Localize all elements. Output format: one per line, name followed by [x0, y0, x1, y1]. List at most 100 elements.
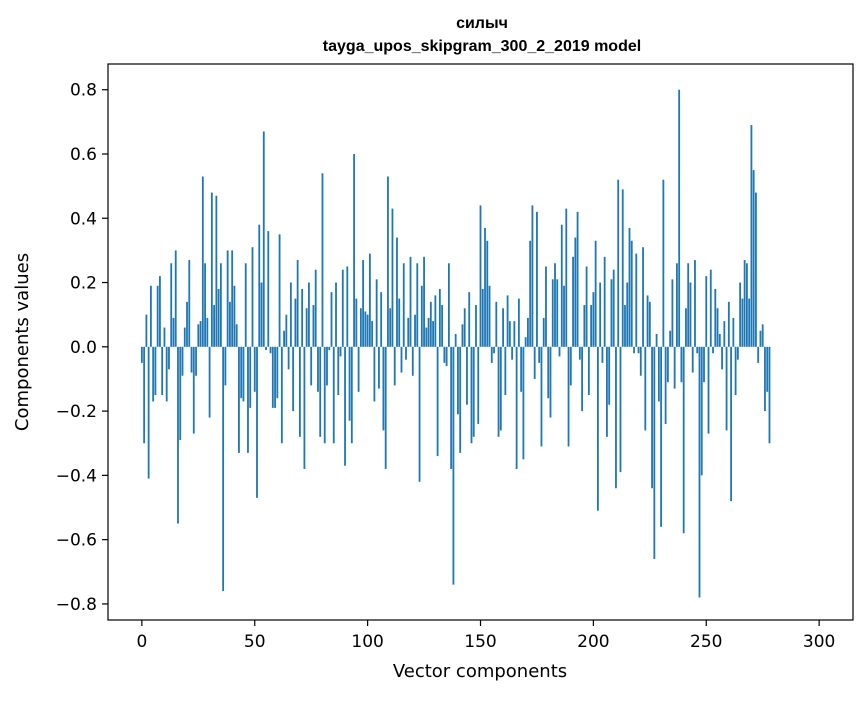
bar-component-97: [359, 308, 362, 347]
y-tick-label: 0.0: [70, 338, 97, 358]
bar-component-55: [265, 346, 267, 351]
bar-component-120: [411, 346, 414, 376]
x-tick-label: 250: [690, 632, 722, 652]
bar-component-46: [244, 263, 247, 347]
bar-component-227: [653, 346, 656, 559]
bar-component-80: [321, 173, 324, 347]
bar-component-272: [755, 192, 757, 347]
bar-component-48: [249, 346, 252, 408]
bar-component-214: [624, 305, 626, 347]
y-tick-label: 0.6: [70, 145, 97, 165]
bar-component-50: [253, 346, 256, 392]
bar-component-201: [594, 240, 597, 347]
bar-component-188: [565, 208, 568, 347]
bar-component-93: [350, 346, 353, 444]
bar-component-251: [707, 346, 710, 434]
bar-component-147: [472, 346, 475, 437]
bar-component-178: [542, 317, 545, 347]
bar-component-54: [262, 131, 265, 347]
bar-component-206: [606, 346, 608, 437]
bar-component-250: [705, 276, 708, 347]
bar-component-11: [165, 346, 168, 402]
bar-component-3: [147, 346, 150, 479]
bar-component-271: [752, 170, 755, 347]
bar-component-185: [558, 346, 561, 357]
bar-component-134: [443, 346, 446, 363]
bar-component-180: [547, 346, 550, 399]
bar-component-179: [545, 266, 547, 347]
bar-component-28: [204, 263, 206, 347]
bar-component-129: [432, 321, 434, 347]
bar-component-213: [621, 189, 624, 347]
bar-component-61: [278, 234, 281, 347]
bar-component-100: [366, 314, 369, 347]
bar-component-243: [689, 282, 692, 347]
bar-component-64: [285, 314, 288, 347]
bar-component-258: [723, 321, 726, 347]
bar-component-146: [470, 346, 473, 444]
bar-component-189: [567, 346, 570, 447]
bar-component-89: [341, 269, 344, 347]
bar-component-257: [721, 346, 723, 370]
bar-component-149: [477, 346, 480, 424]
bar-component-246: [696, 346, 699, 354]
bar-component-121: [414, 314, 416, 347]
bar-component-197: [585, 266, 588, 347]
bar-component-253: [712, 346, 714, 354]
bar-component-168: [520, 346, 523, 392]
x-tick-label: 50: [244, 632, 266, 652]
bar-component-83: [328, 346, 331, 351]
bar-component-153: [486, 240, 489, 347]
bar-component-194: [578, 346, 581, 360]
bar-component-193: [576, 211, 579, 347]
bar-component-265: [739, 282, 742, 347]
bar-component-205: [603, 256, 606, 347]
bar-component-23: [192, 346, 195, 434]
bar-component-17: [179, 346, 182, 441]
bar-component-110: [389, 308, 392, 347]
bar-component-142: [461, 324, 464, 347]
bar-component-127: [427, 317, 430, 347]
bar-component-8: [159, 276, 161, 347]
x-tick-label: 300: [803, 632, 835, 652]
bar-component-104: [375, 279, 378, 347]
bar-component-268: [745, 263, 748, 347]
bar-component-177: [540, 346, 543, 447]
bar-component-156: [493, 346, 495, 354]
bar-component-111: [391, 208, 394, 347]
bar-component-109: [387, 176, 389, 347]
bar-component-56: [267, 231, 270, 347]
bar-component-170: [524, 337, 527, 347]
bar-component-252: [709, 269, 712, 347]
y-axis-label: Components values: [12, 253, 33, 431]
bar-component-144: [466, 346, 468, 405]
y-tick-label: −0.8: [56, 595, 97, 615]
bar-component-222: [642, 247, 644, 347]
bar-component-88: [339, 346, 342, 357]
bar-component-207: [608, 346, 611, 405]
bar-component-212: [619, 346, 622, 473]
bar-component-191: [572, 256, 574, 347]
bar-component-269: [748, 298, 751, 347]
bar-component-4: [149, 285, 152, 347]
bar-component-37: [224, 346, 227, 386]
bar-component-107: [382, 346, 385, 431]
bar-component-171: [527, 317, 529, 347]
bar-component-116: [402, 263, 405, 347]
x-tick-label: 100: [351, 632, 383, 652]
bar-component-150: [479, 205, 482, 347]
bar-component-16: [177, 346, 179, 524]
bar-component-278: [768, 346, 771, 444]
bar-component-51: [256, 346, 258, 498]
bar-component-105: [378, 346, 380, 389]
y-tick-label: −0.4: [56, 466, 97, 486]
bar-component-57: [269, 346, 272, 354]
bar-component-211: [617, 179, 620, 347]
bar-component-169: [522, 346, 525, 460]
bar-component-74: [308, 282, 310, 347]
bar-component-52: [258, 224, 261, 347]
bar-component-224: [646, 295, 649, 347]
bar-component-184: [556, 279, 559, 347]
bar-component-33: [215, 195, 218, 347]
bar-component-130: [434, 295, 437, 347]
